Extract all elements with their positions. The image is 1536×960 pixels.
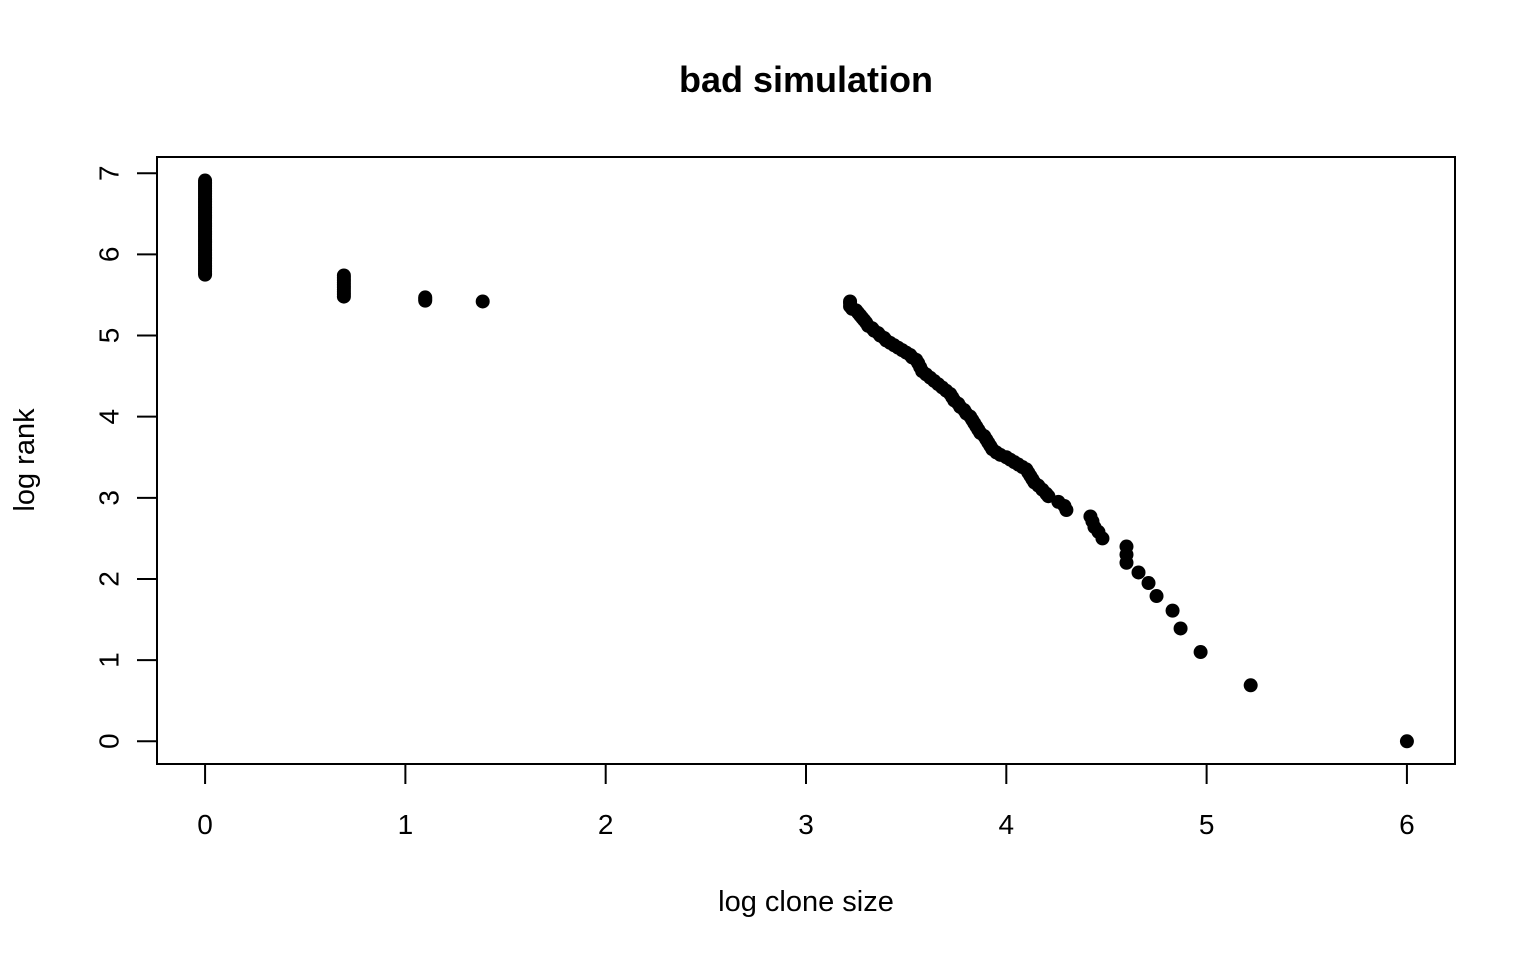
data-point (198, 173, 213, 188)
x-tick-label: 4 (999, 809, 1015, 840)
data-point (1149, 589, 1164, 604)
x-tick-label: 3 (798, 809, 814, 840)
data-point (1193, 645, 1208, 660)
x-tick-label: 6 (1399, 809, 1415, 840)
y-tick-label: 7 (94, 165, 125, 181)
y-tick-label: 5 (94, 328, 125, 344)
data-point (336, 268, 351, 283)
y-tick-label: 3 (94, 490, 125, 506)
y-tick-label: 6 (94, 247, 125, 263)
x-axis-label: log clone size (718, 886, 894, 918)
y-tick-label: 1 (94, 652, 125, 668)
y-axis: 0 1 2 3 4 5 6 7 (94, 165, 157, 749)
data-point (1165, 603, 1180, 618)
y-axis-label: log rank (9, 408, 41, 512)
data-point (1173, 621, 1188, 636)
data-point (475, 294, 490, 309)
plot-frame (156, 156, 1456, 765)
x-tick-label: 5 (1199, 809, 1215, 840)
x-tick-label: 2 (598, 809, 614, 840)
data-point (1243, 678, 1258, 693)
data-point (1131, 565, 1146, 580)
y-tick-label: 4 (94, 409, 125, 425)
chart-title: bad simulation (679, 59, 933, 100)
x-axis: 0 1 2 3 4 5 6 (197, 764, 1415, 840)
data-point (1141, 576, 1156, 591)
x-tick-label: 1 (398, 809, 414, 840)
data-points (198, 173, 1414, 749)
x-tick-label: 0 (197, 809, 213, 840)
data-point (1095, 531, 1110, 546)
data-point (418, 290, 433, 305)
data-point (1399, 734, 1414, 749)
y-tick-label: 0 (94, 733, 125, 749)
data-point (1119, 555, 1134, 570)
y-tick-label: 2 (94, 571, 125, 587)
data-point (1059, 503, 1074, 518)
